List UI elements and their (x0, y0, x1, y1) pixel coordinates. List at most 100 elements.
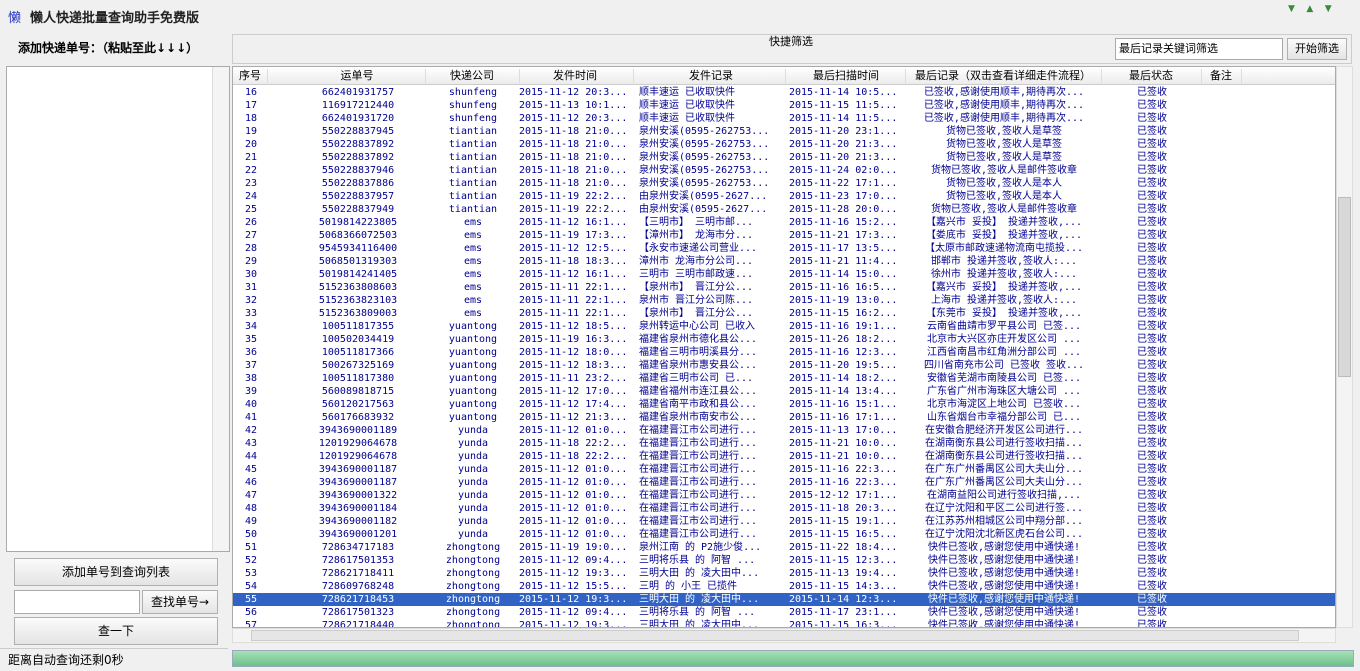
table-row[interactable]: 36 100511817366 yuantong 2015-11-12 18:0...… (233, 346, 1335, 359)
table-row[interactable]: 55 728621718453 zhongtong 2015-11-12 19:3..… (233, 593, 1335, 606)
table-cell: 44 (244, 451, 258, 462)
table-cell: 49 (244, 516, 258, 527)
window-controls[interactable]: ▼ ▲ ▼ (1288, 4, 1332, 14)
table-cell: 728621718411 (321, 568, 395, 579)
table-cell: zhongtong (445, 607, 501, 618)
table-row[interactable]: 42 3943690001189 yunda 2015-11-12 01:0... 在福… (233, 424, 1335, 437)
app-icon: 懒 (8, 11, 22, 26)
table-row[interactable]: 35 100502034419 yuantong 2015-11-19 16:3...… (233, 333, 1335, 346)
table-row[interactable]: 50 3943690001201 yunda 2015-11-12 01:0... 在福… (233, 528, 1335, 541)
find-button[interactable]: 查找单号→ (142, 590, 218, 614)
table-cell: 【三明市】 三明市邮... (639, 217, 754, 228)
table-cell: 在湖南益阳公司进行签收扫描,... (926, 490, 1082, 501)
table-cell: 2015-11-19 16:3... (519, 334, 628, 345)
table-row[interactable]: 53 728621718411 zhongtong 2015-11-12 19:3..… (233, 567, 1335, 580)
table-row[interactable]: 51 728634717183 zhongtong 2015-11-19 19:0..… (233, 541, 1335, 554)
table-cell: shunfeng (448, 100, 498, 111)
table-row[interactable]: 23 550228837886 tiantian 2015-11-18 21:0...… (233, 177, 1335, 190)
table-row[interactable]: 20 550228837892 tiantian 2015-11-18 21:0...… (233, 138, 1335, 151)
vertical-scrollbar[interactable] (1336, 66, 1353, 628)
table-row[interactable]: 57 728621718440 zhongtong 2015-11-12 19:3..… (233, 619, 1335, 627)
add-button[interactable]: 添加单号到查询列表 (14, 558, 218, 586)
table-row[interactable]: 49 3943690001182 yunda 2015-11-12 01:0... 在福… (233, 515, 1335, 528)
table-row[interactable]: 38 100511817380 yuantong 2015-11-11 23:2...… (233, 372, 1335, 385)
table-row[interactable]: 44 1201929064678 yunda 2015-11-18 22:2... 在福… (233, 450, 1335, 463)
table-row[interactable]: 43 1201929064678 yunda 2015-11-18 22:2... 在福… (233, 437, 1335, 450)
table-cell: 2015-11-16 22:3... (789, 464, 898, 475)
table-row[interactable]: 22 550228837946 tiantian 2015-11-18 21:0...… (233, 164, 1335, 177)
query-button[interactable]: 查一下 (14, 617, 218, 645)
column-header: 发件记录 (689, 69, 733, 82)
table-cell: yuantong (448, 321, 498, 332)
table-cell: 34 (244, 321, 258, 332)
table-cell: 33 (244, 308, 258, 319)
table-row[interactable]: 25 550228837949 tiantian 2015-11-19 22:2...… (233, 203, 1335, 216)
table-cell: 1201929064678 (318, 451, 398, 462)
table-row[interactable]: 28 9545934116400 ems 2015-11-12 12:5... 【永安市… (233, 242, 1335, 255)
table-cell: 2015-11-18 21:0... (519, 178, 628, 189)
table-row[interactable]: 48 3943690001184 yunda 2015-11-12 01:0... 在福… (233, 502, 1335, 515)
table-row[interactable]: 56 728617501323 zhongtong 2015-11-12 09:4..… (233, 606, 1335, 619)
table-cell: yunda (457, 464, 489, 475)
table-row[interactable]: 16 662401931757 shunfeng 2015-11-12 20:3...… (233, 86, 1335, 99)
table-cell: 2015-11-14 13:4... (789, 386, 898, 397)
start-filter-button[interactable]: 开始筛选 (1287, 38, 1347, 60)
table-row[interactable]: 37 500267325169 yuantong 2015-11-12 18:3...… (233, 359, 1335, 372)
table-cell: shunfeng (448, 87, 498, 98)
table-row[interactable]: 24 550228837957 tiantian 2015-11-19 22:2...… (233, 190, 1335, 203)
table-row[interactable]: 45 3943690001187 yunda 2015-11-12 01:0... 在福… (233, 463, 1335, 476)
table-cell: 22 (244, 165, 258, 176)
table-cell: 泉州安溪(0595-262753... (639, 126, 770, 137)
table-cell: 在福建晋江市公司进行... (639, 529, 758, 540)
table-cell: 已签收 (1137, 581, 1167, 592)
horizontal-scrollbar[interactable] (232, 628, 1336, 643)
tracking-input[interactable] (6, 66, 230, 552)
table-cell: 在辽宁沈阳和平区二公司进行签... (924, 503, 1084, 514)
scrollbar[interactable] (212, 67, 229, 551)
table-row[interactable]: 19 550228837945 tiantian 2015-11-18 21:0...… (233, 125, 1335, 138)
table-cell: zhongtong (445, 542, 501, 553)
table-cell: 2015-11-16 16:5... (789, 282, 898, 293)
table-row[interactable]: 54 728609768248 zhongtong 2015-11-12 15:5..… (233, 580, 1335, 593)
table-cell: 在广东广州番禺区公司大夫山分... (924, 477, 1084, 488)
table-cell: 在安徽合肥经济开发区公司进行... (924, 425, 1084, 436)
table-row[interactable]: 34 100511817355 yuantong 2015-11-12 18:5...… (233, 320, 1335, 333)
table-cell: 【嘉兴市 妥投】 投递并签收,... (925, 282, 1083, 293)
table-cell: 2015-11-12 17:0... (519, 386, 628, 397)
table-cell: 2015-11-12 19:3... (519, 594, 628, 605)
table-row[interactable]: 52 728617501353 zhongtong 2015-11-12 09:4..… (233, 554, 1335, 567)
table-row[interactable]: 27 5068366072503 ems 2015-11-19 17:3... 【漳州市… (233, 229, 1335, 242)
table-row[interactable]: 41 560176683932 yuantong 2015-11-12 21:3...… (233, 411, 1335, 424)
table-cell: 已签收 (1137, 282, 1167, 293)
table-row[interactable]: 40 560120217563 yuantong 2015-11-12 17:4...… (233, 398, 1335, 411)
table-row[interactable]: 33 5152363809003 ems 2015-11-11 22:1... 【泉州市… (233, 307, 1335, 320)
table-cell: 3943690001322 (318, 490, 398, 501)
table-cell: 100511817366 (321, 347, 395, 358)
table-row[interactable]: 32 5152363823103 ems 2015-11-11 22:1... 泉州市 … (233, 294, 1335, 307)
table-row[interactable]: 46 3943690001187 yunda 2015-11-12 01:0... 在福… (233, 476, 1335, 489)
table-row[interactable]: 30 5019814241405 ems 2015-11-12 16:1... 三明市 … (233, 268, 1335, 281)
search-input[interactable] (14, 590, 140, 614)
filter-title: 快捷筛选 (769, 35, 813, 48)
table-row[interactable]: 29 5068501319303 ems 2015-11-18 18:3... 漳州市 … (233, 255, 1335, 268)
scroll-thumb[interactable] (251, 630, 1299, 641)
table-cell: 已签收 (1137, 321, 1167, 332)
table-cell: 福建省泉州市惠安县公... (639, 360, 758, 371)
table-cell: 在福建晋江市公司进行... (639, 490, 758, 501)
column-header: 最后状态 (1129, 69, 1173, 82)
keyword-input[interactable]: 最后记录关键词筛选 (1115, 38, 1283, 60)
table-cell: 2015-11-12 19:3... (519, 568, 628, 579)
table-row[interactable]: 47 3943690001322 yunda 2015-11-12 01:0... 在福… (233, 489, 1335, 502)
table-cell: 40 (244, 399, 258, 410)
table-row[interactable]: 18 662401931720 shunfeng 2015-11-12 20:3...… (233, 112, 1335, 125)
table-cell: 由泉州安溪(0595-2627... (639, 204, 768, 215)
table-row[interactable]: 21 550228837892 tiantian 2015-11-18 21:0...… (233, 151, 1335, 164)
table-row[interactable]: 39 560089818715 yuantong 2015-11-12 17:0...… (233, 385, 1335, 398)
scroll-thumb[interactable] (1338, 197, 1351, 377)
column-divider (633, 69, 634, 83)
table-row[interactable]: 31 5152363808603 ems 2015-11-11 22:1... 【泉州市… (233, 281, 1335, 294)
table-row[interactable]: 26 5019814223805 ems 2015-11-12 16:1... 【三明市… (233, 216, 1335, 229)
table-cell: 2015-11-17 23:1... (789, 607, 898, 618)
table-cell: 已签收 (1137, 529, 1167, 540)
table-row[interactable]: 17 116917212440 shunfeng 2015-11-13 10:1...… (233, 99, 1335, 112)
